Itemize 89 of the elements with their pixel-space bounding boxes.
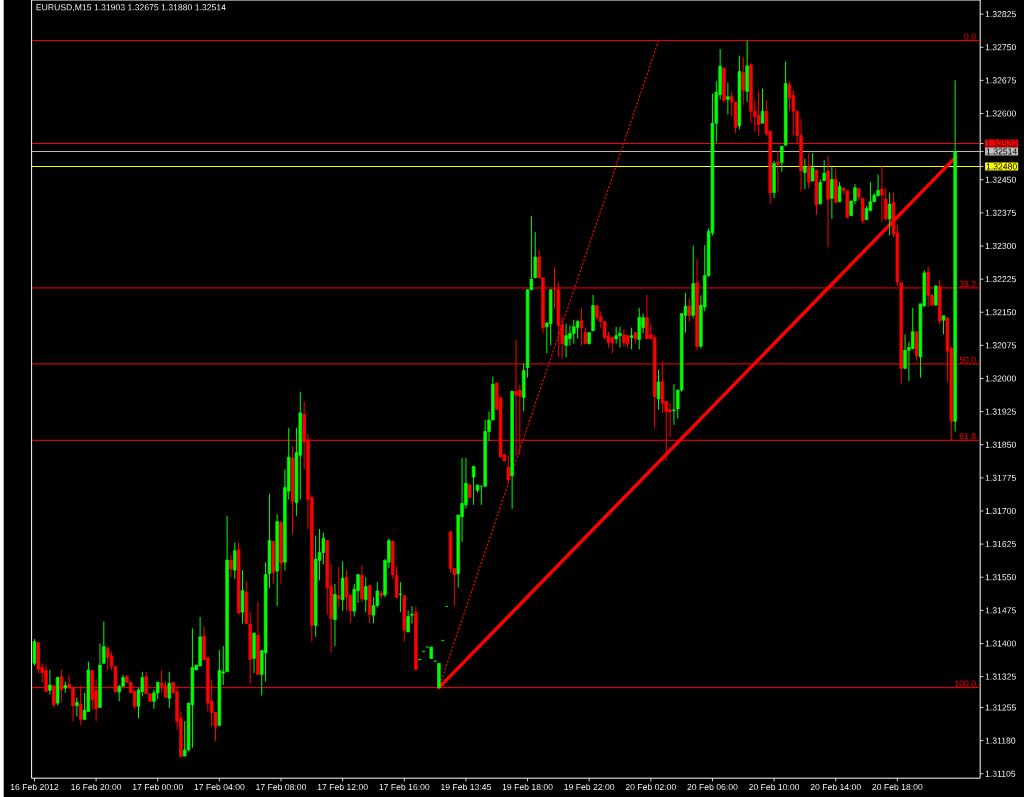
candlestick: [941, 315, 946, 335]
candlestick: [233, 541, 237, 580]
y-tick-label: 1.31775: [985, 474, 1016, 481]
x-tick-label: 17 Feb 08:00: [256, 783, 307, 791]
candlestick: [360, 565, 364, 603]
x-tick-label: 16 Feb 20:00: [71, 783, 122, 791]
candlestick: [506, 454, 511, 484]
x-tick-label: 17 Feb 04:00: [194, 783, 245, 791]
candlestick: [75, 696, 79, 717]
candlestick: [572, 319, 576, 345]
candlestick: [398, 581, 403, 613]
annotation: 61.8: [959, 433, 976, 440]
y-tick-label: 1.31700: [985, 507, 1016, 514]
x-tick-label: 20 Feb 14:00: [810, 783, 861, 791]
y-tick-label: 1.31400: [985, 640, 1016, 647]
candlestick: [48, 669, 52, 696]
x-tick-label: 19 Feb 13:45: [441, 783, 491, 791]
x-tick-label: 20 Feb 02:00: [625, 783, 676, 791]
candlestick: [102, 620, 106, 664]
y-tick-label: 1.31180: [985, 737, 1016, 744]
candlestick: [672, 383, 676, 426]
candlestick: [756, 90, 761, 137]
x-tick-label: 17 Feb 16:00: [379, 783, 430, 791]
y-tick-label: 1.32075: [985, 342, 1016, 349]
candlestick: [614, 326, 618, 345]
candlestick: [575, 319, 580, 340]
candlestick: [105, 645, 110, 671]
candlestick: [741, 56, 745, 106]
y-tick-label: 1.32000: [985, 375, 1016, 382]
y-tick-label: 1.32675: [985, 77, 1016, 84]
y-tick-label: 1.32514: [986, 148, 1017, 155]
candlestick: [833, 168, 838, 203]
candlestick: [860, 197, 865, 225]
y-tick-label: 1.32150: [985, 309, 1016, 316]
annotation: 50.0: [959, 356, 976, 363]
y-tick-label: 1.32600: [985, 110, 1016, 117]
y-tick-label: 1.32225: [985, 276, 1016, 283]
annotation: 100.0: [955, 680, 976, 687]
candlestick: [776, 150, 780, 194]
candlestick: [32, 638, 37, 667]
x-tick-label: 17 Feb 00:00: [132, 783, 183, 791]
x-tick-label: 19 Feb 22:00: [564, 783, 615, 791]
x-tick-label: 20 Feb 06:00: [687, 783, 738, 791]
y-tick-label: 1.31925: [985, 408, 1016, 415]
candlestick: [364, 576, 368, 613]
annotation: 38.2: [959, 280, 976, 287]
candlestick: [760, 88, 765, 124]
candlestick: [726, 82, 730, 115]
y-tick-label: 1.31475: [985, 607, 1016, 614]
x-tick-label: 17 Feb 12:00: [317, 783, 368, 791]
y-tick-label: 1.32480: [986, 163, 1017, 170]
candlestick: [406, 609, 410, 633]
y-tick-label: 1.31325: [985, 673, 1016, 680]
candlestick: [637, 307, 641, 350]
y-tick-label: 1.31255: [985, 704, 1016, 711]
y-tick-label: 1.32300: [985, 242, 1016, 249]
x-tick-label: 19 Feb 18:00: [502, 783, 553, 791]
candlestick: [340, 560, 345, 612]
annotation: 0.0: [964, 33, 976, 40]
y-tick-label: 1.31850: [985, 441, 1016, 448]
candlestick: [687, 298, 692, 323]
candlestick: [780, 145, 784, 173]
y-tick-label: 1.31550: [985, 574, 1016, 581]
y-tick-label: 1.31105: [985, 770, 1016, 777]
candlestick: [934, 284, 938, 306]
candlestick: [880, 165, 884, 223]
candlestick: [807, 152, 811, 190]
candlestick: [668, 402, 672, 438]
y-tick-label: 1.31625: [985, 541, 1016, 548]
candlestick: [810, 152, 815, 182]
x-tick-label: 16 Feb 2012: [10, 783, 59, 791]
candlestick: [229, 554, 233, 578]
candlestick: [822, 159, 826, 182]
chart-title: EURUSD,M15 1.31903 1.32675 1.31880 1.32514: [36, 4, 226, 12]
y-tick-label: 1.32750: [985, 44, 1016, 51]
candlestick: [622, 328, 626, 348]
x-tick-label: 20 Feb 18:00: [872, 783, 923, 791]
y-tick-label: 1.32825: [985, 11, 1016, 18]
x-tick-label: 20 Feb 10:00: [749, 783, 800, 791]
y-tick-label: 1.32532: [986, 140, 1017, 147]
candlestick: [564, 323, 568, 358]
candlestick: [803, 158, 807, 190]
candlestick: [337, 566, 341, 608]
y-tick-label: 1.32375: [985, 209, 1016, 216]
candlestick: [618, 326, 622, 349]
candlestick: [656, 369, 661, 411]
candlestick: [830, 166, 834, 220]
y-tick-label: 1.32450: [985, 176, 1016, 183]
candlestick: [645, 294, 649, 340]
